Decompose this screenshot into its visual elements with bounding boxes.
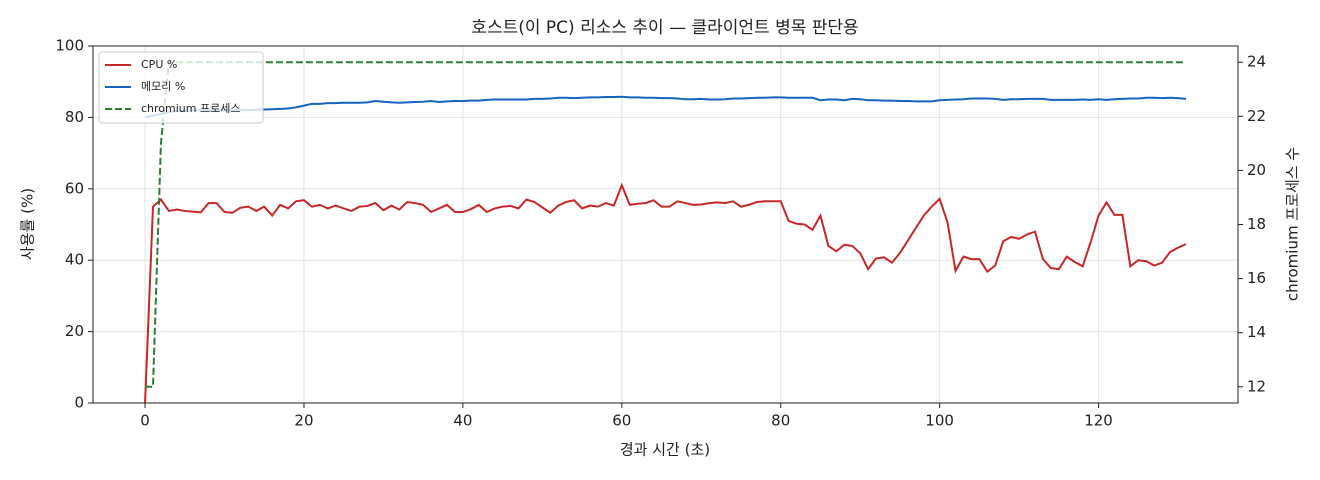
legend-label: CPU % bbox=[141, 58, 177, 71]
x-tick-label: 100 bbox=[925, 412, 954, 430]
y-tick-label: 20 bbox=[65, 322, 84, 340]
x-tick-label: 20 bbox=[294, 412, 313, 430]
legend-label: chromium 프로세스 bbox=[141, 102, 240, 115]
y-tick-label: 100 bbox=[55, 37, 84, 55]
y-tick-label: 60 bbox=[65, 179, 84, 197]
y2-tick-label: 20 bbox=[1247, 161, 1266, 179]
y2-tick-label: 14 bbox=[1247, 323, 1266, 341]
plot-frame bbox=[92, 45, 1239, 404]
y2-tick-label: 18 bbox=[1247, 215, 1266, 233]
y2-tick-label: 24 bbox=[1247, 53, 1266, 71]
x-tick-label: 80 bbox=[771, 412, 790, 430]
x-tick-label: 60 bbox=[612, 412, 631, 430]
y-tick-label: 40 bbox=[65, 251, 84, 269]
legend-box bbox=[98, 51, 264, 124]
y2-tick-label: 16 bbox=[1247, 269, 1266, 287]
data-line bbox=[145, 61, 1186, 388]
y-axis-label: 사용률 (%) bbox=[19, 188, 37, 260]
x-tick-label: 120 bbox=[1084, 412, 1113, 430]
legend-label: 메모리 % bbox=[141, 80, 185, 93]
y-tick-label: 0 bbox=[74, 394, 84, 412]
data-line bbox=[144, 182, 1187, 404]
x-axis-label: 경과 시간 (초) bbox=[620, 441, 710, 459]
x-tick-label: 0 bbox=[140, 412, 150, 430]
chart-title: 호스트(이 PC) 리소스 추이 — 클라이언트 병목 판단용 bbox=[471, 18, 858, 38]
data-line bbox=[144, 95, 1187, 119]
y-tick-label: 80 bbox=[65, 108, 84, 126]
y2-tick-label: 22 bbox=[1247, 107, 1266, 125]
x-tick-label: 40 bbox=[453, 412, 472, 430]
y2-tick-label: 12 bbox=[1247, 377, 1266, 395]
y2-axis-label: chromium 프로세스 수 bbox=[1284, 147, 1302, 301]
